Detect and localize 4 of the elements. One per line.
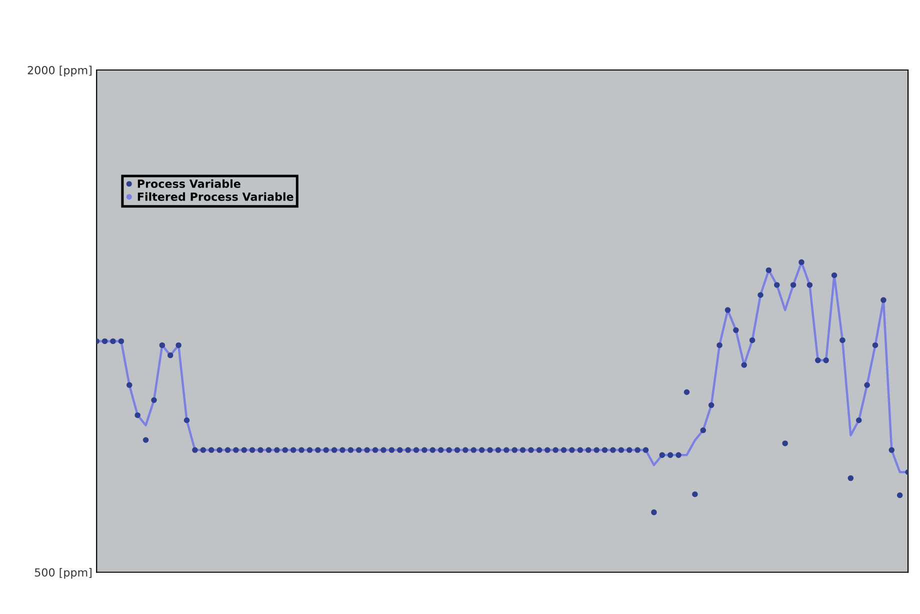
y-tick-label: 500 [ppm] (34, 568, 92, 579)
y-tick-label: 2000 [ppm] (28, 66, 92, 77)
legend-label: Filtered Process Variable (138, 192, 294, 201)
legend-label: Process Variable (138, 179, 240, 188)
